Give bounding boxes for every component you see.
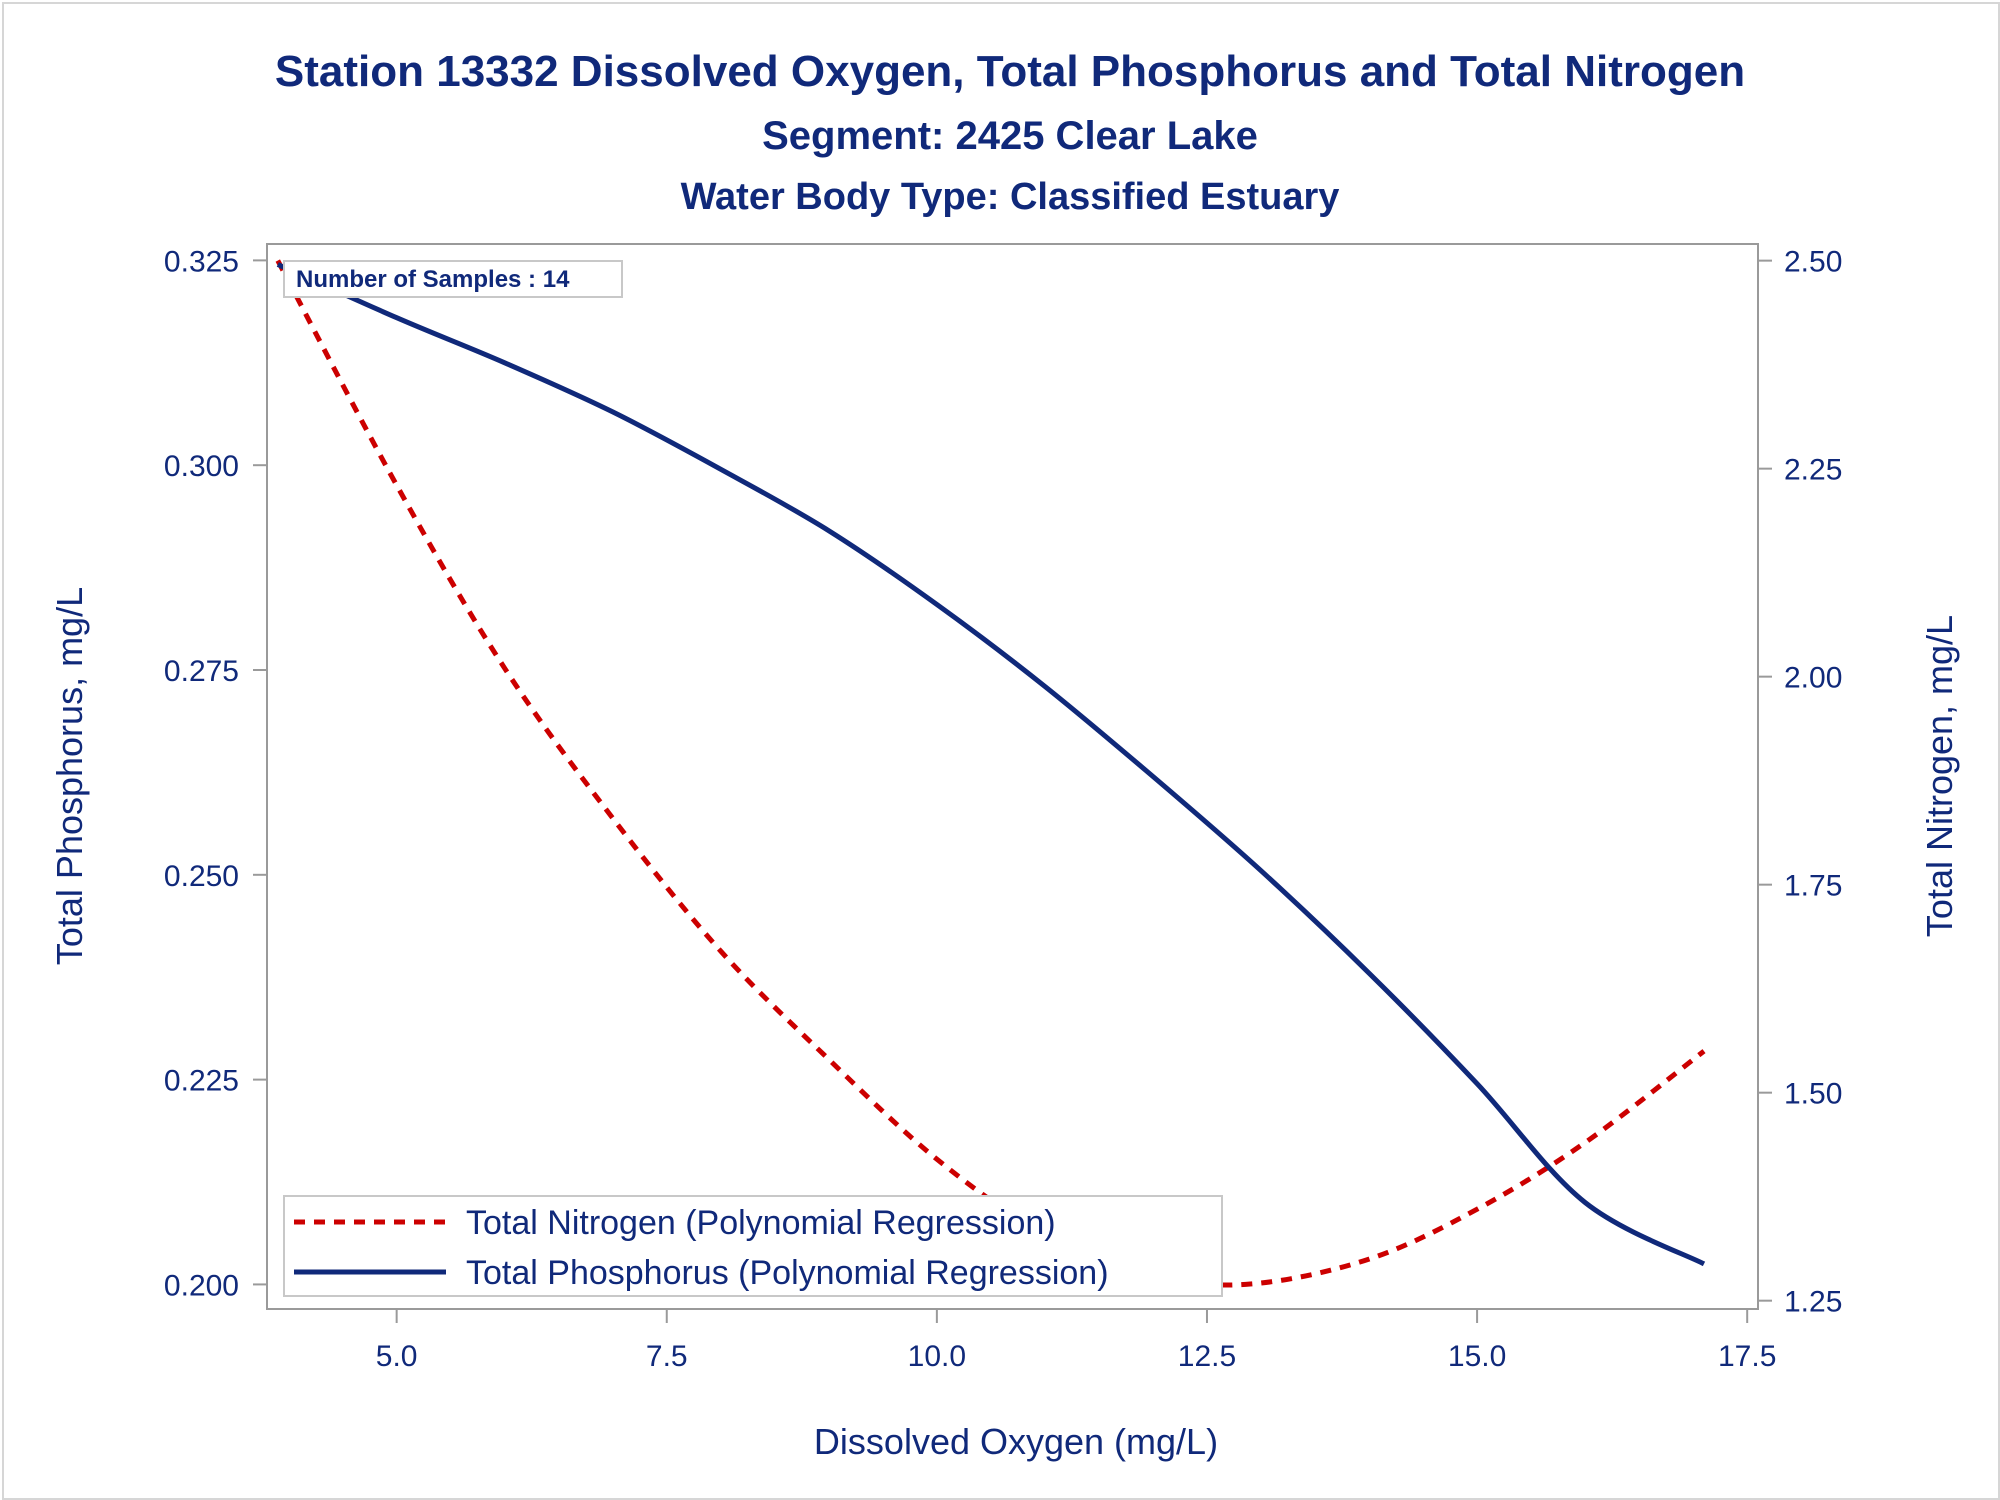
x-axis-label: Dissolved Oxygen (mg/L): [814, 1421, 1218, 1462]
series-layer: [275, 259, 1706, 1288]
y-right-tick-label: 1.50: [1784, 1078, 1842, 1111]
axes-layer: 5.0 7.5 10.0 12.5 15.0 17.5 0.200 0.225 0.250 0.2…: [164, 245, 1842, 1373]
x-tick-label: 15.0: [1448, 1340, 1506, 1373]
y-left-tick-label: 0.200: [164, 1269, 239, 1302]
x-tick-label: 5.0: [376, 1340, 418, 1373]
x-tick-label: 10.0: [908, 1340, 966, 1373]
x-tick-label: 12.5: [1178, 1340, 1236, 1373]
legend-label-nitrogen: Total Nitrogen (Polynomial Regression): [466, 1204, 1056, 1242]
y-axis-label-right: Total Nitrogen, mg/L: [1919, 615, 1960, 937]
plot-area: [266, 243, 1759, 1310]
y-right-tick-label: 2.00: [1784, 662, 1842, 695]
legend: Total Nitrogen (Polynomial Regression) T…: [283, 1195, 1223, 1297]
x-tick-label: 17.5: [1718, 1340, 1776, 1373]
sample-count-box: Number of Samples : 14: [283, 260, 623, 298]
y-right-tick-label: 1.25: [1784, 1286, 1842, 1319]
y-right-tick-label: 2.50: [1784, 246, 1842, 279]
y-left-tick-label: 0.275: [164, 655, 239, 688]
y-left-tick-label: 0.250: [164, 860, 239, 893]
y-left-tick-label: 0.300: [164, 450, 239, 483]
chart-subtitle-2: Water Body Type: Classified Estuary: [681, 176, 1340, 218]
series-line-nitrogen: [275, 259, 1706, 1288]
legend-label-phosphorus: Total Phosphorus (Polynomial Regression): [466, 1254, 1109, 1292]
chart-title: Station 13332 Dissolved Oxygen, Total Ph…: [275, 47, 1745, 96]
y-left-tick-label: 0.225: [164, 1065, 239, 1098]
chart-svg: Station 13332 Dissolved Oxygen, Total Ph…: [49, 47, 1960, 1462]
sample-count-label: Number of Samples : 14: [296, 266, 570, 293]
y-left-tick-label: 0.325: [164, 245, 239, 278]
x-tick-label: 7.5: [646, 1340, 688, 1373]
y-right-tick-label: 2.25: [1784, 454, 1842, 487]
chart-subtitle: Segment: 2425 Clear Lake: [762, 114, 1258, 158]
y-axis-label-left: Total Phosphorus, mg/L: [49, 587, 90, 965]
series-line-phosphorus: [276, 262, 1706, 1267]
y-right-tick-label: 1.75: [1784, 870, 1842, 903]
